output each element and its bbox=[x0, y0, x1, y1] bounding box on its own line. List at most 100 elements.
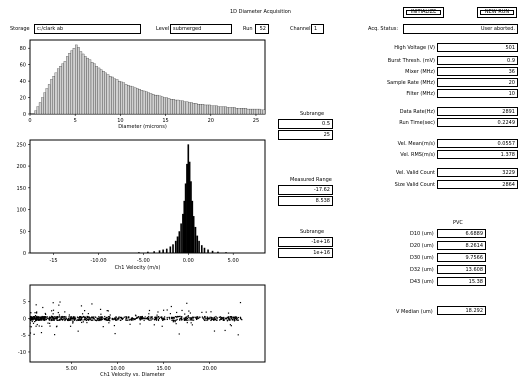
level-field[interactable]: submerged bbox=[170, 24, 232, 34]
run-field[interactable]: 52 bbox=[255, 24, 269, 34]
scatter-point bbox=[168, 316, 170, 319]
scatter-point bbox=[81, 316, 83, 318]
scatter-point bbox=[177, 315, 179, 318]
scatter-point bbox=[65, 317, 67, 319]
scatter-point bbox=[36, 311, 38, 313]
scatter-point bbox=[183, 319, 185, 321]
scatter-point bbox=[38, 318, 40, 320]
scatter-point bbox=[36, 315, 38, 318]
scatter-point bbox=[56, 317, 58, 319]
scatter-x-tick-label: 10.00 bbox=[110, 366, 124, 372]
scatter-point bbox=[229, 319, 231, 321]
scatter-point bbox=[142, 317, 144, 320]
scatter-point bbox=[37, 317, 39, 319]
scatter-point bbox=[232, 316, 235, 319]
high-voltage-field[interactable]: 501 bbox=[437, 43, 518, 52]
scatter-point bbox=[92, 317, 94, 319]
scatter-point bbox=[219, 318, 221, 321]
scatter-point bbox=[190, 317, 192, 319]
scatter-point bbox=[33, 316, 35, 318]
scatter-point bbox=[84, 318, 86, 321]
scatter-point bbox=[121, 318, 124, 320]
scatter-point bbox=[131, 317, 133, 319]
scatter-point bbox=[132, 317, 134, 320]
scatter-point bbox=[40, 317, 43, 319]
scatter-point bbox=[30, 316, 32, 318]
diameter-bar bbox=[97, 67, 101, 115]
scatter-point bbox=[115, 317, 117, 320]
scatter-point bbox=[95, 319, 97, 321]
velocity-bar bbox=[198, 240, 200, 253]
scatter-point bbox=[39, 319, 41, 321]
scatter-point bbox=[179, 315, 181, 318]
scatter-points bbox=[29, 301, 243, 336]
vel-mean-label: Vel. Mean(m/s) bbox=[397, 141, 435, 147]
diameter-bar bbox=[249, 108, 252, 115]
scatter-point bbox=[134, 318, 136, 320]
diameter-bar bbox=[156, 94, 159, 115]
scatter-point bbox=[219, 319, 221, 321]
scatter-point bbox=[153, 324, 155, 326]
diameter-bar bbox=[129, 85, 132, 115]
scatter-point bbox=[54, 317, 56, 319]
burst-thresh-field[interactable]: 0.9 bbox=[437, 56, 518, 65]
scatter-point bbox=[32, 317, 34, 319]
scatter-point bbox=[49, 317, 52, 319]
scatter-point bbox=[187, 315, 189, 317]
subrange1-max-field[interactable]: 25 bbox=[278, 130, 333, 140]
scatter-point bbox=[158, 316, 160, 318]
scatter-point bbox=[207, 319, 209, 321]
scatter-point bbox=[44, 317, 46, 319]
scatter-point bbox=[125, 318, 127, 320]
scatter-point bbox=[35, 318, 37, 321]
storage-field[interactable]: c:/clark ab bbox=[34, 24, 141, 34]
scatter-point bbox=[175, 316, 177, 318]
filter-field[interactable]: 10 bbox=[437, 89, 518, 98]
mixer-field[interactable]: 36 bbox=[437, 67, 518, 76]
scatter-point bbox=[184, 318, 186, 321]
velocity-bar bbox=[180, 223, 182, 253]
scatter-point bbox=[171, 317, 173, 319]
scatter-point bbox=[69, 319, 71, 321]
scatter-point bbox=[127, 319, 129, 321]
scatter-point bbox=[48, 316, 51, 318]
diameter-bar bbox=[84, 56, 87, 115]
scatter-point bbox=[179, 319, 181, 321]
diameter-bar bbox=[99, 69, 103, 115]
diameter-bar bbox=[140, 90, 144, 115]
subrange2-max-field[interactable]: 1e+16 bbox=[278, 248, 333, 258]
channel-field[interactable]: 1 bbox=[311, 24, 324, 34]
scatter-point bbox=[230, 316, 232, 318]
scatter-point bbox=[151, 316, 153, 319]
sample-rate-field[interactable]: 20 bbox=[437, 78, 518, 87]
scatter-point bbox=[146, 317, 148, 319]
scatter-point bbox=[231, 316, 233, 318]
scatter-point bbox=[213, 319, 215, 321]
scatter-point bbox=[148, 309, 151, 312]
scatter-point bbox=[65, 316, 67, 318]
scatter-point bbox=[227, 316, 229, 318]
scatter-point bbox=[232, 316, 234, 319]
scatter-point bbox=[127, 316, 130, 319]
subrange2-min-field[interactable]: -1e+16 bbox=[278, 237, 333, 247]
scatter-x-tick-label: 15.00 bbox=[156, 366, 170, 372]
scatter-point bbox=[42, 317, 44, 319]
scatter-point bbox=[229, 319, 231, 321]
d30-field: 9.7566 bbox=[437, 253, 486, 262]
scatter-point bbox=[130, 318, 132, 320]
velocity-bar bbox=[192, 216, 195, 253]
velocity-x-tick-label: 0.00 bbox=[183, 258, 194, 264]
subrange1-min-field[interactable]: 0.5 bbox=[278, 119, 333, 129]
diameter-bar bbox=[79, 51, 83, 115]
data-rate-field: 2891 bbox=[437, 107, 518, 116]
scatter-point bbox=[56, 325, 58, 327]
param-label-high-voltage: High Voltage (V) bbox=[394, 45, 435, 51]
scatter-point bbox=[173, 317, 175, 319]
scatter-point bbox=[80, 316, 82, 319]
new-run-button[interactable]: NEW RUN bbox=[477, 7, 517, 18]
scatter-point bbox=[38, 318, 40, 320]
scatter-point bbox=[61, 318, 63, 320]
scatter-point bbox=[192, 317, 194, 319]
initialize-button[interactable]: INITIALIZE bbox=[403, 7, 444, 18]
scatter-point bbox=[184, 317, 186, 320]
